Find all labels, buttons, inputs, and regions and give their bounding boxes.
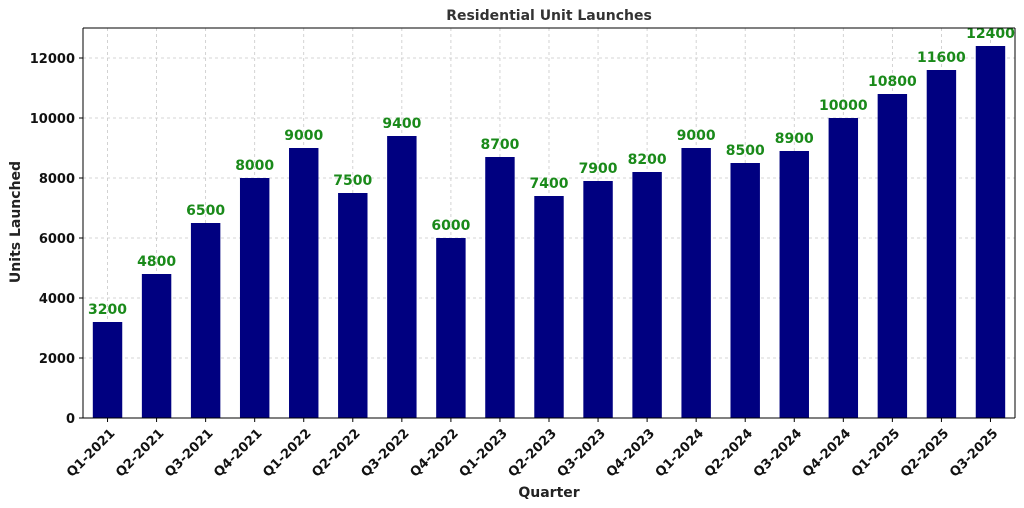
x-axis-label: Quarter [518, 485, 579, 501]
x-tick-label: Q3-2022 [358, 426, 412, 480]
bar [141, 274, 172, 418]
bar [828, 118, 859, 418]
data-label: 12400 [966, 26, 1015, 42]
data-label: 9000 [677, 128, 716, 144]
y-tick-label: 8000 [39, 172, 75, 187]
data-label: 6500 [186, 203, 225, 219]
data-label: 8900 [775, 131, 814, 147]
chart-title: Residential Unit Launches [446, 8, 652, 24]
x-tick-label: Q2-2024 [702, 426, 756, 480]
x-tick-label: Q3-2025 [947, 426, 1001, 480]
x-tick-label: Q1-2024 [653, 426, 707, 480]
y-tick-label: 4000 [39, 292, 75, 307]
bar [190, 223, 221, 418]
x-tick-label: Q1-2022 [260, 426, 314, 480]
x-tick-label: Q2-2021 [113, 426, 167, 480]
data-label: 9400 [382, 116, 421, 132]
data-label: 10000 [819, 98, 868, 114]
data-label: 8700 [480, 137, 519, 153]
bar [485, 157, 515, 418]
y-tick-label: 12000 [30, 52, 75, 67]
bar [877, 94, 908, 418]
bar [779, 151, 809, 418]
x-tick-label: Q4-2021 [211, 426, 265, 480]
bars [92, 46, 1006, 418]
data-label: 11600 [917, 50, 966, 66]
y-axis-label: Units Launched [8, 161, 24, 283]
x-tick-label: Q2-2023 [506, 426, 560, 480]
x-tick-label: Q1-2021 [64, 426, 118, 480]
bar [975, 46, 1006, 418]
y-tick-label: 2000 [39, 352, 75, 367]
data-label: 8000 [235, 158, 274, 174]
bar [681, 148, 711, 418]
bar [92, 322, 123, 418]
x-tick-label: Q1-2025 [849, 426, 903, 480]
x-tick-label: Q3-2023 [555, 426, 609, 480]
y-axis-ticks: 0 2000 4000 6000 8000 10000 12000 [30, 52, 83, 427]
bar [338, 193, 368, 418]
bar [387, 136, 417, 418]
bar [289, 148, 319, 418]
y-tick-label: 6000 [39, 232, 75, 247]
data-label: 7900 [579, 161, 618, 177]
bar [436, 238, 466, 418]
data-labels: 3200 4800 6500 8000 9000 7500 9400 6000 8700 7400… [88, 26, 1015, 318]
data-label: 4800 [137, 254, 176, 270]
x-tick-label: Q3-2021 [162, 426, 216, 480]
data-label: 7500 [333, 173, 372, 189]
bar [632, 172, 662, 418]
x-tick-label: Q3-2024 [751, 426, 805, 480]
x-tick-label: Q4-2023 [604, 426, 658, 480]
x-tick-label: Q2-2022 [309, 426, 363, 480]
x-tick-label: Q4-2024 [800, 426, 854, 480]
bar [926, 70, 957, 418]
data-label: 9000 [284, 128, 323, 144]
x-tick-label: Q2-2025 [898, 426, 952, 480]
x-axis-ticks: Q1-2021Q2-2021Q3-2021Q4-2021Q1-2022Q2-20… [64, 418, 1001, 480]
data-label: 8200 [628, 152, 667, 168]
y-tick-label: 0 [66, 412, 75, 427]
x-tick-label: Q1-2023 [457, 426, 511, 480]
data-label: 8500 [726, 143, 765, 159]
bar [730, 163, 760, 418]
y-tick-label: 10000 [30, 112, 75, 127]
data-label: 10800 [868, 74, 917, 90]
x-tick-label: Q4-2022 [407, 426, 461, 480]
data-label: 6000 [431, 218, 470, 234]
bar [239, 178, 270, 418]
data-label: 3200 [88, 302, 127, 318]
bar [534, 196, 564, 418]
bar [583, 181, 613, 418]
data-label: 7400 [530, 176, 569, 192]
